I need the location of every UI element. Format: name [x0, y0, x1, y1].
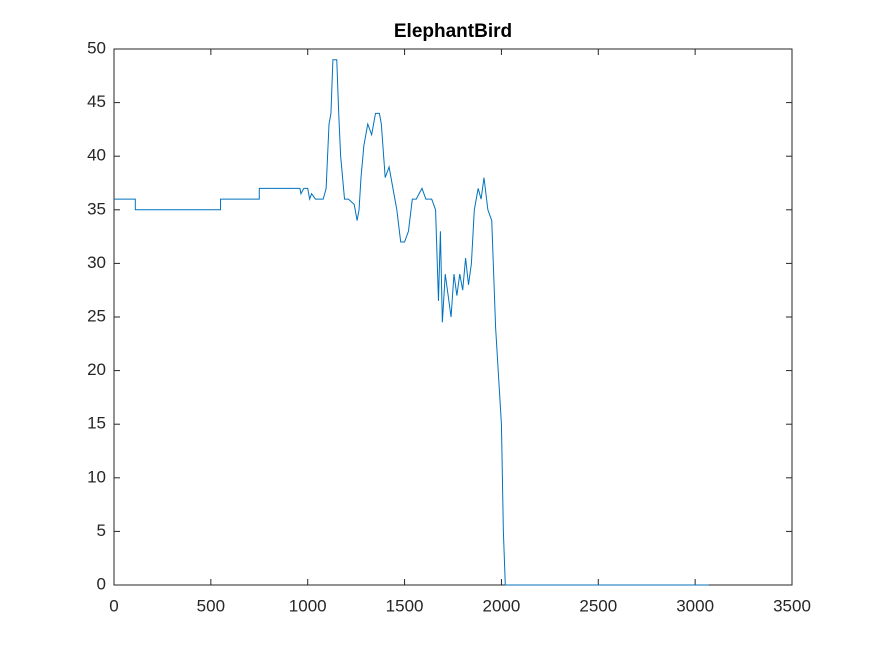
line — [114, 59, 709, 586]
x-tick-label: 3000 — [676, 596, 714, 615]
chart-title: ElephantBird — [394, 21, 512, 42]
y-tick-label: 25 — [87, 306, 106, 325]
x-tick-label: 3500 — [773, 596, 811, 615]
y-tick-label: 40 — [87, 146, 106, 165]
x-tick-label: 1000 — [289, 596, 327, 615]
x-tick-label: 2000 — [483, 596, 521, 615]
y-tick-label: 35 — [87, 199, 106, 218]
y-tick-label: 0 — [97, 574, 106, 593]
y-tick-label: 50 — [87, 38, 106, 57]
plot-area — [113, 48, 793, 586]
y-tick-label: 20 — [87, 360, 106, 379]
y-tick-label: 10 — [87, 467, 106, 486]
x-tick-label: 0 — [109, 596, 118, 615]
y-tick-label: 5 — [97, 521, 106, 540]
x-tick-label: 500 — [197, 596, 225, 615]
y-tick-label: 15 — [87, 414, 106, 433]
x-tick-label: 2500 — [579, 596, 617, 615]
y-tick-label: 30 — [87, 253, 106, 272]
y-tick-label: 45 — [87, 92, 106, 111]
x-tick-label: 1500 — [386, 596, 424, 615]
